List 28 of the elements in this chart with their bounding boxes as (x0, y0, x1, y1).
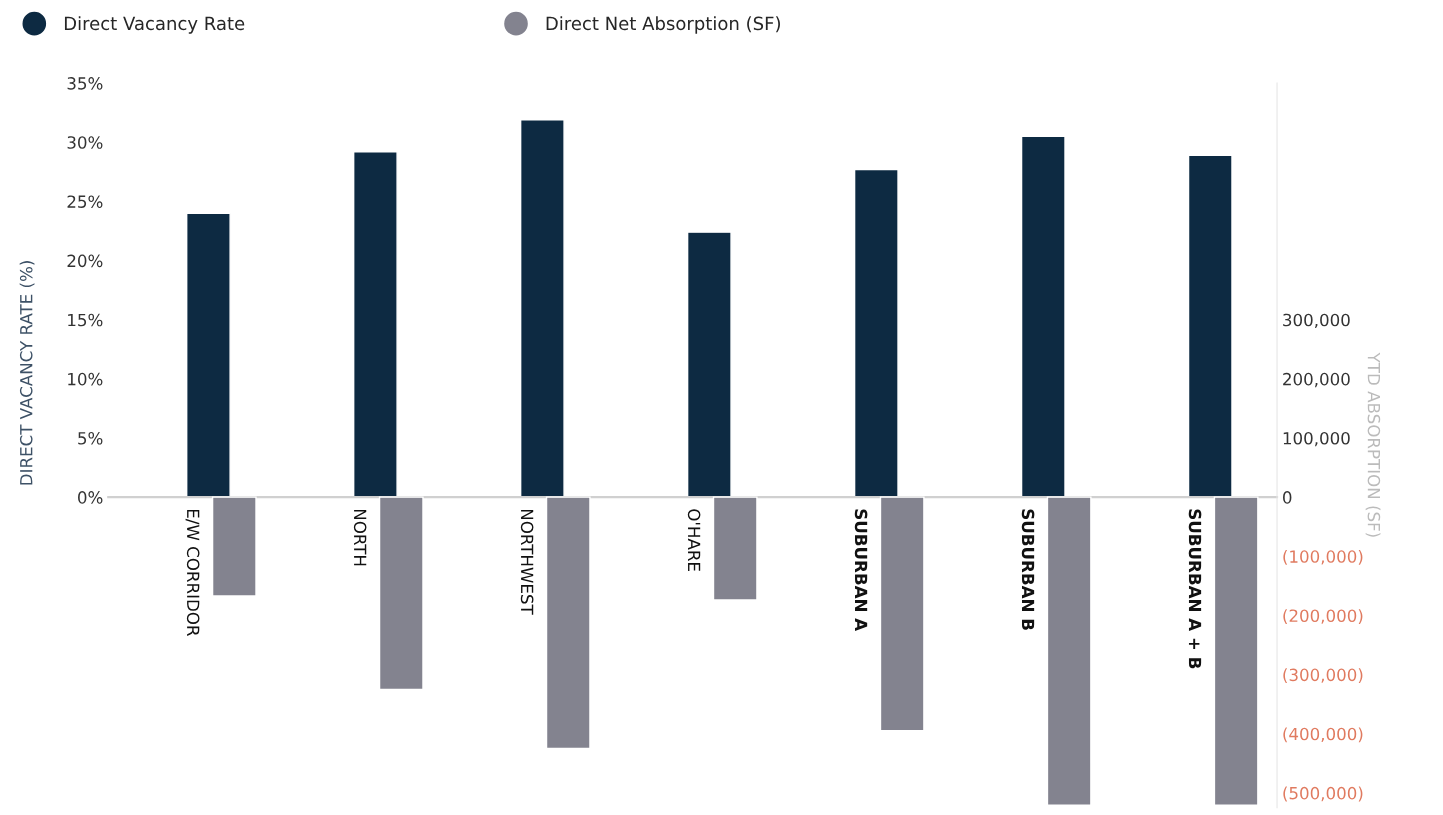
y-tick-label: 25% (67, 195, 103, 208)
x-tick-label: NORTHWEST (520, 509, 534, 615)
y2-tick-label: 100,000 (1283, 431, 1350, 447)
y2-tick-label: (500,000) (1283, 786, 1363, 802)
x-tick-label: E/W CORRIDOR (185, 509, 200, 637)
x-tick-label: SUBURBAN A (854, 509, 868, 632)
y-tick-label: 35% (67, 77, 103, 90)
legend-label: Direct Net Absorption (SF) (546, 16, 780, 34)
y-tick-label: 20% (67, 254, 103, 268)
y-tick-label: 0% (78, 491, 103, 504)
y-tick-label: 15% (68, 313, 103, 327)
x-tick-label: SUBURBAN A + B (1188, 509, 1202, 669)
y-tick-label: 5% (78, 431, 103, 445)
y-tick-label: 30% (67, 136, 103, 149)
x-tick-label: SUBURBAN B (1021, 509, 1035, 630)
y2-axis-title: YTD ABSORPTION (SF) (1365, 352, 1381, 537)
legend-label: Direct Vacancy Rate (64, 16, 245, 34)
y2-tick-label: 200,000 (1283, 372, 1350, 388)
x-tick-label: O'HARE (687, 509, 701, 571)
y-axis-title: DIRECT VACANCY RATE (%) (19, 261, 35, 485)
y2-tick-label: (300,000) (1283, 668, 1363, 684)
y2-tick-label: (400,000) (1283, 727, 1363, 743)
y2-tick-label: 0 (1283, 491, 1292, 504)
x-tick-label: NORTH (353, 509, 367, 566)
y2-tick-label: 300,000 (1283, 313, 1350, 328)
y2-tick-label: (100,000) (1283, 549, 1363, 565)
y-tick-label: 10% (68, 372, 103, 386)
y2-tick-label: (200,000) (1283, 609, 1363, 624)
